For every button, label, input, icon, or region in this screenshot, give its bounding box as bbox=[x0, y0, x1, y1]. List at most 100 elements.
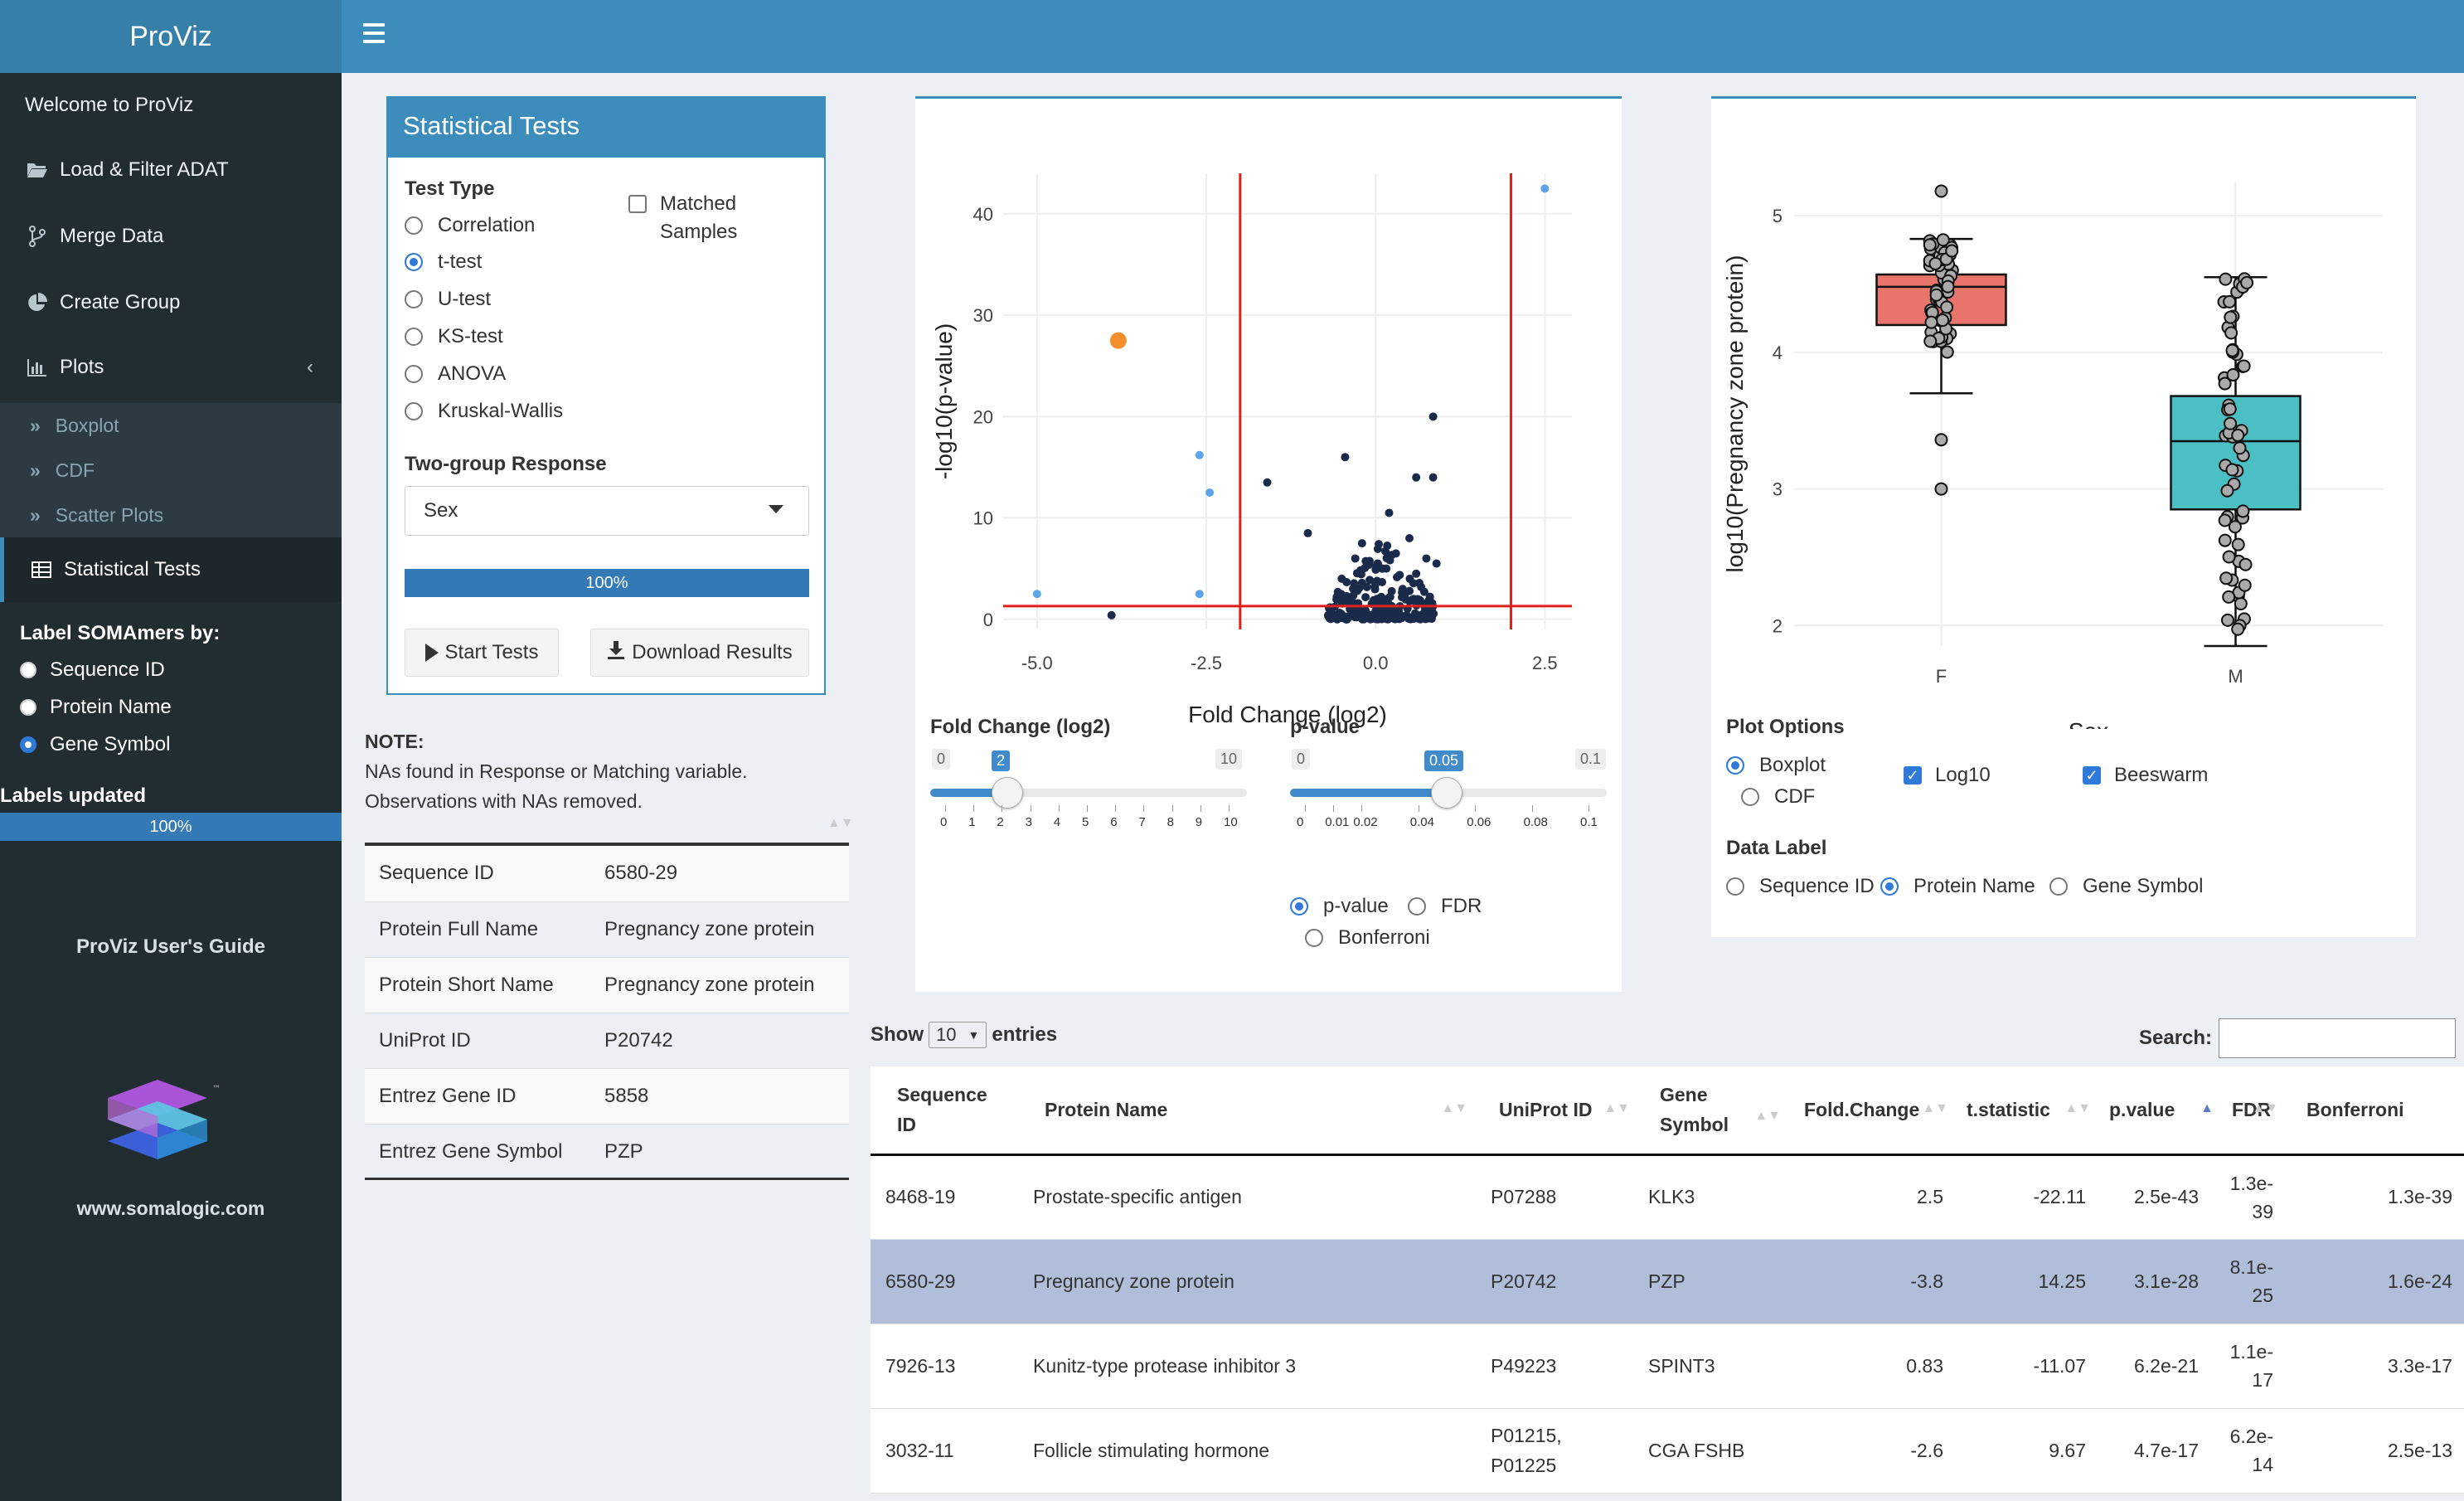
data-label-sequence-id[interactable]: Sequence ID bbox=[1726, 875, 1875, 898]
info-key: UniProt ID bbox=[365, 1013, 590, 1069]
slider-tick-mark bbox=[973, 805, 975, 812]
test-option-ks-test[interactable]: KS-test bbox=[405, 325, 503, 348]
data-label-protein-name[interactable]: Protein Name bbox=[1880, 875, 2035, 898]
col-header-gene-symbol[interactable]: Gene Symbol ▲▼ bbox=[1637, 1066, 1787, 1156]
matched-samples-checkbox[interactable]: Matched bbox=[628, 192, 736, 216]
test-option-kruskal-wallis[interactable]: Kruskal-Wallis bbox=[405, 400, 563, 423]
fc-slider-track[interactable] bbox=[930, 789, 1247, 797]
sidebar-subitem-scatter[interactable]: » Scatter Plots bbox=[0, 493, 342, 537]
sidebar-item-plots[interactable]: Plots ‹ bbox=[0, 335, 342, 400]
table-row[interactable]: 8468-19 Prostate-specific antigen P07288… bbox=[871, 1154, 2464, 1240]
cell-fdr: 6.2e- 14 bbox=[2210, 1408, 2285, 1494]
sidebar-item-welcome[interactable]: Welcome to ProViz bbox=[0, 73, 342, 138]
sidebar-subitem-cdf[interactable]: » CDF bbox=[0, 448, 342, 493]
col-header-fold-change[interactable]: Fold.Change ▲▼ bbox=[1787, 1066, 1955, 1156]
beeswarm-point bbox=[1941, 279, 1955, 294]
y-tick-label: 10 bbox=[973, 508, 993, 529]
entries-select[interactable]: 10 ▼ bbox=[929, 1022, 987, 1048]
fc-slider-handle[interactable] bbox=[992, 777, 1023, 809]
radio-selected-icon bbox=[20, 736, 36, 753]
cell-fdr-part: 6.2e- bbox=[2229, 1426, 2273, 1447]
volcano-point bbox=[1424, 614, 1433, 623]
col-header-fdr[interactable]: FDR ▲▼ bbox=[2210, 1066, 2285, 1156]
col-header-sequence-id[interactable]: Sequence ID bbox=[871, 1066, 1016, 1156]
slider-tick-label: 9 bbox=[1195, 815, 1203, 829]
label-option-sequence-id[interactable]: Sequence ID bbox=[20, 658, 165, 682]
label-option-gene-symbol[interactable]: Gene Symbol bbox=[20, 733, 170, 756]
cell-gene-symbol: KLK3 bbox=[1637, 1154, 1787, 1240]
radio-label: KS-test bbox=[438, 325, 503, 347]
data-label-gene-symbol[interactable]: Gene Symbol bbox=[2049, 875, 2203, 898]
volcano-plot[interactable]: -5.0 -2.5 0.0 2.5 0 10 20 30 40 Fold Change (log2… bbox=[915, 99, 1622, 737]
slider-tick-mark bbox=[1229, 805, 1230, 812]
box-plot[interactable]: 2 3 4 5 F M Sex log10(Pregnancy zone protein) bbox=[1711, 99, 2416, 729]
plot-type-boxplot[interactable]: Boxplot bbox=[1726, 754, 1826, 777]
sidebar-item-statistical-tests[interactable]: Statistical Tests bbox=[0, 537, 342, 602]
volcano-point bbox=[1388, 614, 1397, 623]
cell-fold-change: -2.6 bbox=[1787, 1408, 1955, 1494]
sidebar-toggle-icon[interactable] bbox=[363, 23, 385, 43]
sidebar-item-merge[interactable]: Merge Data bbox=[0, 204, 342, 269]
test-option-correlation[interactable]: Correlation bbox=[405, 214, 535, 237]
sidebar-item-load-filter[interactable]: Load & Filter ADAT bbox=[0, 138, 342, 202]
cell-protein-name: Follicle stimulating hormone bbox=[1016, 1408, 1474, 1494]
table-row[interactable]: 3032-11 Follicle stimulating hormone P01… bbox=[871, 1408, 2464, 1494]
plot-type-cdf[interactable]: CDF bbox=[1741, 785, 1815, 809]
col-header-bonferroni[interactable]: Bonferroni bbox=[2285, 1066, 2464, 1156]
beeswarm-checkbox[interactable]: ✓ Beeswarm bbox=[2083, 764, 2208, 787]
cell-uniprot-id: P20742 bbox=[1474, 1239, 1637, 1324]
sidebar-item-create-group[interactable]: Create Group bbox=[0, 270, 342, 335]
sort-icon: ▲▼ bbox=[1441, 1101, 1467, 1115]
beeswarm-point bbox=[1936, 233, 1950, 247]
pv-slider-handle[interactable] bbox=[1431, 777, 1462, 809]
start-tests-button[interactable]: Start Tests bbox=[405, 629, 559, 677]
adjust-option-p-value[interactable]: p-value bbox=[1290, 895, 1389, 918]
table-row-selected[interactable]: 6580-29 Pregnancy zone protein P20742 PZ… bbox=[871, 1239, 2464, 1324]
volcano-point bbox=[1356, 608, 1365, 617]
col-header-t-statistic[interactable]: t.statistic ▲▼ bbox=[1955, 1066, 2098, 1156]
beeswarm-point bbox=[2225, 463, 2239, 477]
adjust-option-fdr[interactable]: FDR bbox=[1408, 895, 1482, 918]
slider-tick-label: 0.06 bbox=[1467, 815, 1491, 829]
col-header-p-value[interactable]: p.value ▲ bbox=[2098, 1066, 2214, 1156]
info-value: Pregnancy zone protein bbox=[590, 901, 849, 958]
y-tick-label: 30 bbox=[973, 305, 993, 326]
volcano-point bbox=[1342, 591, 1351, 600]
beeswarm-point bbox=[1934, 482, 1948, 496]
table-row[interactable]: 7926-13 Kunitz-type protease inhibitor 3… bbox=[871, 1324, 2464, 1409]
log10-checkbox[interactable]: ✓ Log10 bbox=[1904, 764, 1991, 787]
cell-uniprot-part: P01215, bbox=[1491, 1425, 1562, 1446]
somalogic-url[interactable]: www.somalogic.com bbox=[76, 1197, 265, 1219]
box-title: Statistical Tests bbox=[388, 98, 824, 158]
slider-tick-label: 0 bbox=[1297, 815, 1304, 829]
sidebar-subitem-boxplot[interactable]: » Boxplot bbox=[0, 403, 342, 448]
volcano-point bbox=[1418, 610, 1427, 619]
volcano-point bbox=[1357, 539, 1366, 548]
pv-slider-value: 0.05 bbox=[1424, 750, 1464, 771]
app-logo[interactable]: ProViz bbox=[0, 0, 342, 73]
slider-tick-label: 0.04 bbox=[1409, 815, 1434, 829]
test-option-u-test[interactable]: U-test bbox=[405, 288, 491, 311]
volcano-point bbox=[1428, 412, 1438, 421]
radio-icon bbox=[1726, 877, 1744, 896]
beeswarm-point bbox=[2226, 368, 2240, 382]
y-tick-label: 4 bbox=[1773, 342, 1783, 363]
note-heading: NOTE: bbox=[365, 731, 424, 752]
col-header-uniprot-id[interactable]: UniProt ID ▲▼ bbox=[1474, 1066, 1637, 1156]
sidebar-item-label: Welcome to ProViz bbox=[25, 94, 194, 116]
sort-icon: ▲▼ bbox=[1922, 1101, 1948, 1115]
user-guide-link[interactable]: ProViz User's Guide bbox=[75, 935, 265, 958]
test-option-t-test[interactable]: t-test bbox=[405, 250, 482, 274]
test-option-anova[interactable]: ANOVA bbox=[405, 362, 506, 386]
label-option-protein-name[interactable]: Protein Name bbox=[20, 696, 172, 719]
fc-slider-label: Fold Change (log2) bbox=[930, 716, 1111, 738]
cell-gene-symbol: CGA FSHB bbox=[1637, 1408, 1787, 1494]
download-results-button[interactable]: Download Results bbox=[590, 629, 809, 677]
col-header-protein-name[interactable]: Protein Name ▲▼ bbox=[1016, 1066, 1474, 1156]
search-input[interactable] bbox=[2219, 1018, 2456, 1058]
beeswarm-point bbox=[1924, 315, 1938, 329]
adjust-option-bonferroni[interactable]: Bonferroni bbox=[1305, 926, 1430, 950]
response-select[interactable]: Sex bbox=[405, 486, 809, 536]
volcano-point bbox=[1385, 592, 1394, 601]
volcano-point bbox=[1361, 556, 1370, 566]
